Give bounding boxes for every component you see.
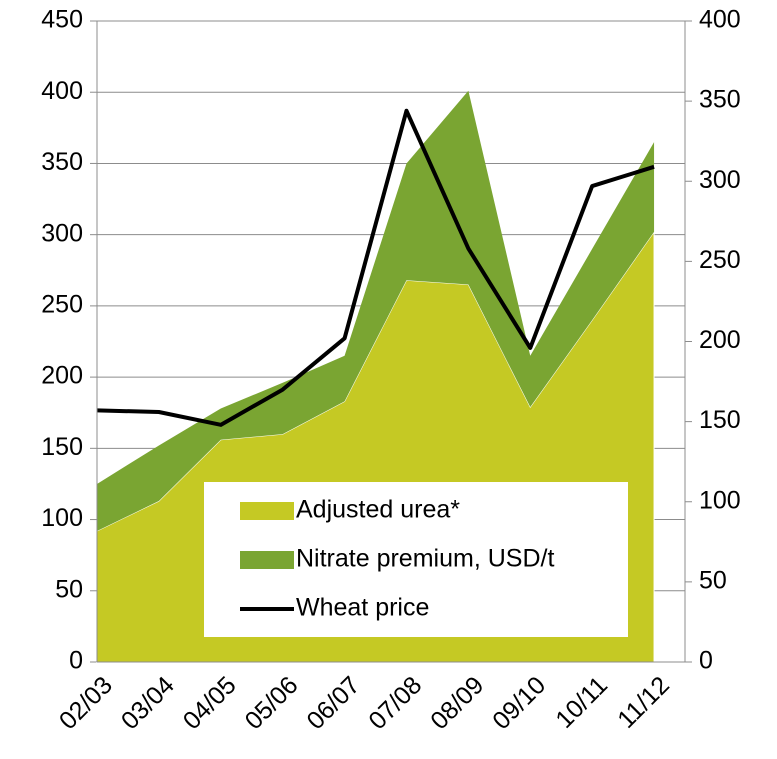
y-tick-label: 150: [41, 433, 83, 461]
x-tick-label: 07/08: [363, 671, 427, 735]
y2-tick-label: 200: [699, 326, 741, 354]
legend: Adjusted urea* Nitrate premium, USD/t Whea…: [204, 482, 628, 637]
x-tick-label: 08/09: [425, 671, 489, 735]
y-tick-label: 0: [69, 647, 83, 675]
y-tick-label: 100: [41, 504, 83, 532]
legend-label: Adjusted urea*: [296, 496, 460, 524]
x-tick-label: 09/10: [487, 671, 551, 735]
y2-tick-label: 100: [699, 486, 741, 514]
y-tick-label: 50: [55, 575, 83, 603]
legend-swatch: [240, 502, 294, 520]
legend-label: Nitrate premium, USD/t: [296, 545, 554, 573]
y2-tick-label: 150: [699, 406, 741, 434]
y-tick-label: 200: [41, 362, 83, 390]
y2-tick-label: 350: [699, 86, 741, 114]
x-tick-label: 02/03: [54, 671, 118, 735]
y2-tick-label: 0: [699, 647, 713, 675]
y-tick-label: 400: [41, 77, 83, 105]
y2-tick-label: 400: [699, 6, 741, 34]
x-tick-label: 05/06: [240, 671, 304, 735]
y2-tick-label: 300: [699, 166, 741, 194]
x-tick-label: 11/12: [612, 671, 675, 734]
x-tick-label: 10/11: [550, 671, 613, 734]
y-tick-label: 350: [41, 148, 83, 176]
legend-label: Wheat price: [296, 594, 429, 622]
legend-swatch: [240, 551, 294, 569]
area: [97, 90, 655, 531]
line: [96, 108, 655, 427]
x-tick-label: 03/04: [116, 671, 180, 735]
x-tick-label: 04/05: [178, 671, 242, 735]
y-tick-label: 450: [41, 6, 83, 34]
y-tick-label: 300: [41, 219, 83, 247]
y-tick-label: 250: [41, 290, 83, 318]
x-tick-label: 06/07: [301, 671, 365, 735]
y2-tick-label: 250: [699, 246, 741, 274]
y2-tick-label: 50: [699, 566, 727, 594]
